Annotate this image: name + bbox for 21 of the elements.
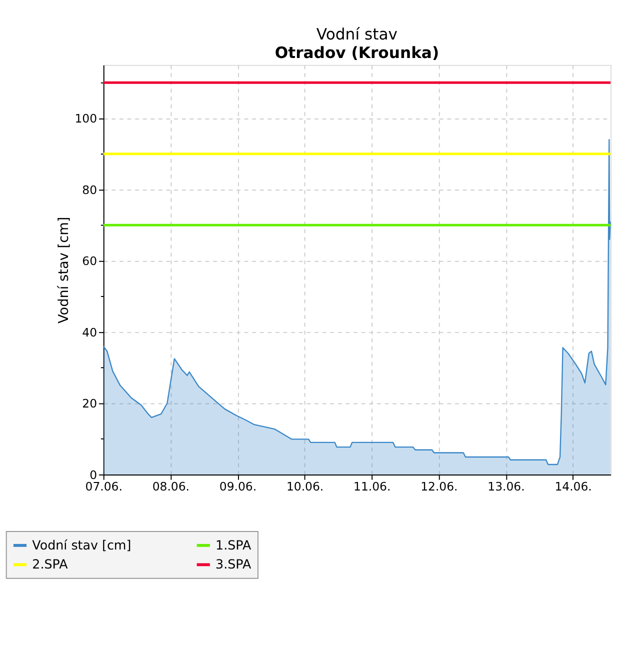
y-tick-label: 0: [90, 468, 98, 482]
legend-label: 2.SPA: [32, 556, 68, 572]
y-tick-label: 100: [74, 112, 98, 126]
x-tick-label: 07.06.: [85, 480, 122, 494]
y-tick-label: 40: [82, 325, 98, 340]
x-tick-label: 12.06.: [420, 480, 458, 494]
legend-label: Vodní stav [cm]: [32, 537, 132, 552]
x-tick-label: 13.06.: [488, 480, 525, 494]
x-tick-label: 10.06.: [286, 480, 324, 494]
x-tick-label: 11.06.: [354, 480, 391, 494]
y-tick-label: 80: [82, 182, 98, 197]
legend-label: 1.SPA: [216, 537, 252, 552]
x-tick-label: 08.06.: [152, 480, 190, 494]
y-tick-label: 20: [82, 396, 98, 411]
y-tick-label: 60: [82, 254, 98, 268]
y-axis-title: Vodní stav [cm]: [56, 216, 72, 324]
x-tick-label: 14.06.: [554, 480, 592, 494]
chart-title: Vodní stav: [316, 25, 398, 44]
x-tick-label: 09.06.: [219, 480, 257, 494]
legend-label: 3.SPA: [216, 556, 252, 572]
chart-subtitle: Otradov (Krounka): [274, 44, 440, 62]
